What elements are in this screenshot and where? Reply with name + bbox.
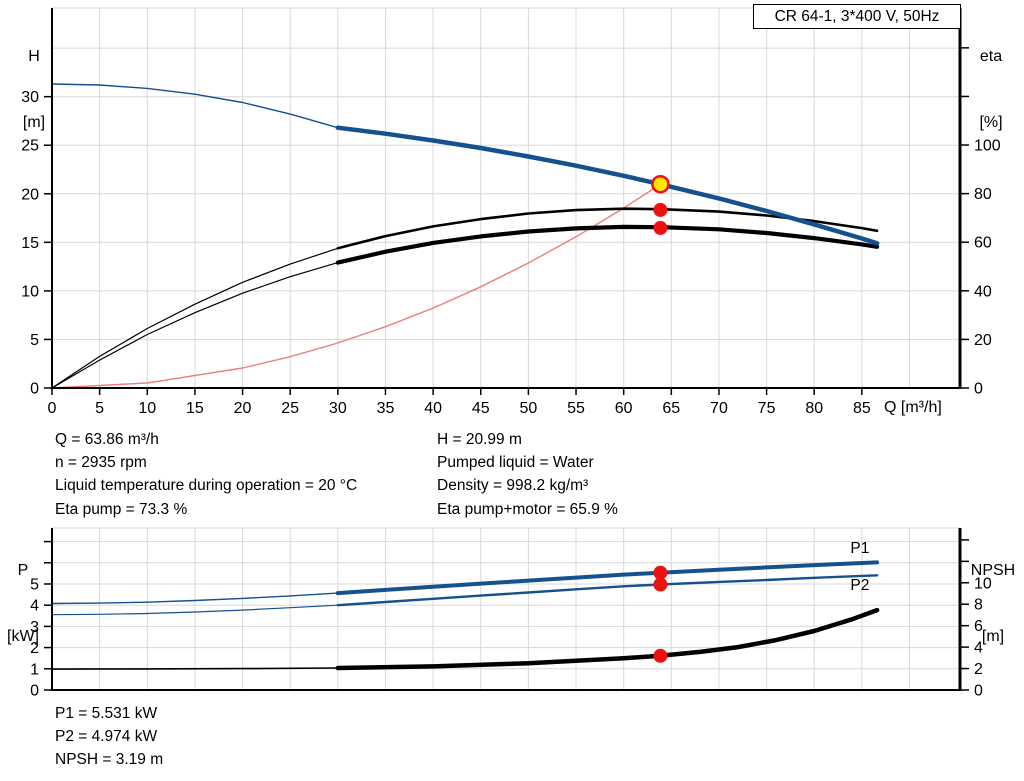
p1-curve [51,560,880,605]
p1-point[interactable] [653,565,668,580]
svg-text:30: 30 [21,89,39,106]
head-readout: H = 20.99 m [437,431,522,448]
gridlines [52,7,960,388]
svg-text:0: 0 [974,381,983,398]
svg-text:55: 55 [567,400,585,417]
p2-point[interactable] [653,577,668,592]
svg-text:70: 70 [710,400,728,417]
svg-text:0: 0 [974,683,983,700]
h-axis-title: H [m] [14,2,54,178]
svg-text:20: 20 [974,332,992,349]
pumped-liquid-readout: Pumped liquid = Water [437,454,594,472]
svg-text:10: 10 [974,575,992,592]
svg-text:15: 15 [21,235,39,252]
eta-pump-motor-readout: Eta pump+motor = 65.9 % [437,500,618,518]
svg-text:40: 40 [424,400,442,417]
svg-text:30: 30 [329,400,347,417]
svg-text:80: 80 [805,400,823,417]
qh-eta-chart[interactable]: 0 5 10 15 20 25 30 0 20 40 60 80 100 0 5 10 15 20 25 30 35 40… [21,7,1001,417]
liquid-temperature-readout: Liquid temperature during operation = 20… [55,477,358,495]
h-axis-title-line2: [m] [22,114,46,131]
density-readout: Density = 998.2 kg/m³ [437,477,589,495]
npsh-readout: NPSH = 3.19 m [55,751,164,769]
p2-label: P2 [850,577,869,594]
eta-pump-point[interactable] [653,202,668,217]
eta-axis-title-line2: [%] [979,114,1003,131]
svg-text:4: 4 [30,598,39,615]
p2-readout: P2 = 4.974 kW [55,728,158,746]
gridlines [52,527,960,690]
svg-text:0: 0 [30,381,39,398]
svg-text:60: 60 [974,235,992,252]
p2-curve [51,574,879,616]
svg-text:50: 50 [519,400,537,417]
svg-text:2: 2 [974,661,983,678]
svg-text:75: 75 [758,400,776,417]
pump-model-box: CR 64-1, 3*400 V, 50Hz [753,4,961,29]
svg-text:0: 0 [30,683,39,700]
eta-pump-readout: Eta pump = 73.3 % [55,500,188,518]
svg-text:85: 85 [853,400,871,417]
eta-pump-motor-curve [51,224,880,389]
svg-text:65: 65 [662,400,680,417]
axes: 0 1 2 3 4 5 0 2 4 6 8 10 [30,528,992,700]
q-axis-title: Q [m³/h] [884,399,942,416]
axes: 0 5 10 15 20 25 30 0 20 40 60 80 100 0 5 10 15 20 25 30 35 40… [21,8,1001,417]
npsh-point[interactable] [653,648,668,663]
svg-text:10: 10 [138,400,156,417]
svg-text:20: 20 [234,400,252,417]
p-axis-title-line2: [kW] [7,628,39,645]
power-data-block: P1 = 5.531 kW P2 = 4.974 kW NPSH = 3.19 … [55,702,163,772]
svg-text:1: 1 [30,661,39,678]
svg-text:0: 0 [48,400,57,417]
svg-text:80: 80 [974,186,992,203]
p-axis-title: P [kW] [0,516,46,692]
svg-text:45: 45 [472,400,490,417]
flow-readout: Q = 63.86 m³/h [55,431,159,448]
svg-text:100: 100 [974,138,1001,155]
svg-text:25: 25 [21,138,39,155]
eta-pump-motor-point[interactable] [653,220,668,235]
npsh-axis-title: NPSH [m] [962,516,1024,692]
svg-text:6: 6 [974,618,983,635]
svg-text:40: 40 [974,283,992,300]
npsh-axis-title-line2: [m] [981,628,1005,645]
eta-pump-curve [51,207,879,389]
power-npsh-chart[interactable]: 0 1 2 3 4 5 0 2 4 6 8 10 P1 P2 [30,527,992,700]
npsh-axis-title-line1: NPSH [970,562,1016,579]
npsh-curve [51,607,880,671]
operating-data-left: Q = 63.86 m³/h n = 2935 rpm Liquid tempe… [55,428,357,521]
svg-text:35: 35 [377,400,395,417]
system-curve [51,183,662,389]
svg-text:3: 3 [30,619,39,636]
h-axis-title-line1: H [28,48,40,65]
eta-axis-title: eta [%] [966,2,1016,178]
svg-text:8: 8 [974,597,983,614]
svg-text:4: 4 [974,640,983,657]
svg-text:25: 25 [281,400,299,417]
svg-text:5: 5 [95,400,104,417]
p-axis-title-line1: P [17,562,29,579]
svg-text:60: 60 [615,400,633,417]
svg-text:10: 10 [21,283,39,300]
operating-data-right: H = 20.99 m Pumped liquid = Water Densit… [437,428,618,521]
pump-head-curve [51,83,880,246]
eta-axis-title-line1: eta [979,48,1003,65]
svg-text:5: 5 [30,576,39,593]
duty-point[interactable] [651,174,670,194]
p1-label: P1 [850,540,869,557]
svg-text:15: 15 [186,400,204,417]
svg-text:20: 20 [21,186,39,203]
svg-text:2: 2 [30,640,39,657]
svg-text:5: 5 [30,332,39,349]
p1-readout: P1 = 5.531 kW [55,705,158,722]
speed-readout: n = 2935 rpm [55,454,147,472]
